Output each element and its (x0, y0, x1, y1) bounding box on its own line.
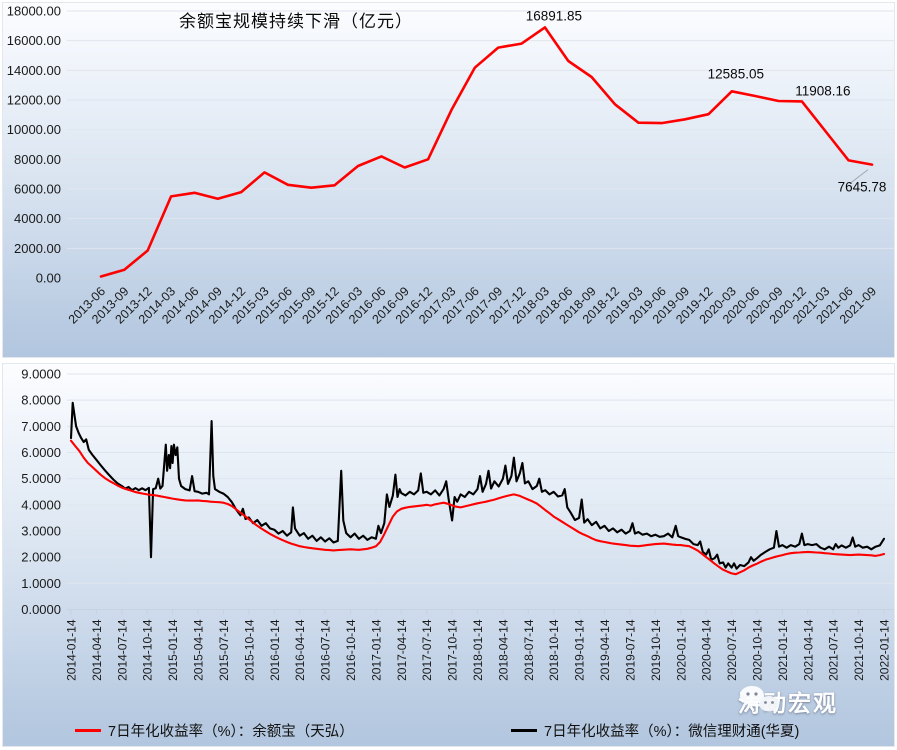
x-tick-label: 2017-01-14 (369, 619, 383, 681)
y-tick-label: 2.0000 (21, 550, 61, 565)
x-tick-label: 2017-04-14 (395, 619, 409, 681)
x-tick-label: 2019-04-14 (598, 619, 612, 681)
x-tick-label: 2022-01-14 (878, 619, 892, 681)
watermark: 涛动宏观 (738, 684, 838, 718)
y-tick-label: 8000.00 (14, 152, 61, 167)
yuebao-scale-line (99, 26, 874, 278)
x-tick-label: 2018-01-14 (471, 619, 485, 681)
yield-chart: 0.0000 1.0000 2.0000 3.0000 4.0000 5.0000 6.00… (21, 367, 894, 681)
y-tick-label: 14000.00 (7, 63, 61, 78)
y-tick-label: 16000.00 (7, 33, 61, 48)
data-label: 12585.05 (708, 66, 764, 81)
black-line-swatch (511, 729, 537, 732)
x-tick-label: 2020-10-14 (750, 619, 764, 681)
y-tick-label: 9.0000 (21, 367, 61, 382)
legend-label-yuebao: 7日年化收益率（%）：余额宝（天弘） (108, 724, 354, 740)
y-tick-label: 18000.00 (7, 4, 61, 19)
x-tick-label: 2016-04-14 (293, 619, 307, 681)
y-tick-label: 4000.00 (14, 211, 61, 226)
scale-chart: 0.00 2000.00 4000.00 6000.00 8000.00 10000.00… (7, 4, 894, 327)
x-tick-label: 2019-01-14 (573, 619, 587, 681)
scale-chart-panel: 0.00 2000.00 4000.00 6000.00 8000.00 10000.00… (2, 2, 895, 358)
y-tick-label: 1.0000 (21, 576, 61, 591)
x-tick-label: 2018-10-14 (547, 619, 561, 681)
x-tick-label: 2020-01-14 (674, 619, 688, 681)
data-label: 16891.85 (526, 8, 582, 23)
x-tick-label: 2019-10-14 (649, 619, 663, 681)
x-tick-label: 2014-01-14 (65, 619, 79, 681)
x-tick-label: 2015-01-14 (166, 619, 180, 681)
y-tick-label: 6.0000 (21, 445, 61, 460)
y-tick-label: 5.0000 (21, 471, 61, 486)
red-line-swatch (75, 729, 101, 732)
y-tick-label: 10000.00 (7, 122, 61, 137)
y-tick-label: 6000.00 (14, 182, 61, 197)
wechat-icon (740, 686, 779, 713)
y-tick-label: 8.0000 (21, 393, 61, 408)
x-tick-label: 2020-07-14 (725, 619, 739, 681)
x-tick-label: 2019-07-14 (623, 619, 637, 681)
data-label: 7645.78 (838, 180, 887, 195)
x-tick-label: 2014-10-14 (141, 619, 155, 681)
yield-chart-panel: 0.0000 1.0000 2.0000 3.0000 4.0000 5.0000 6.00… (2, 363, 895, 747)
x-tick-label: 2021-07-14 (827, 619, 841, 681)
x-tick-label: 2018-04-14 (496, 619, 510, 681)
annotation-leader-line (850, 169, 869, 183)
x-tick-label: 2016-10-14 (344, 619, 358, 681)
y-tick-label: 0.00 (36, 271, 61, 286)
x-tick-label: 2017-07-14 (420, 619, 434, 681)
x-tick-label: 2020-04-14 (700, 619, 714, 681)
x-tick-label: 2016-01-14 (268, 619, 282, 681)
legend-item-licaitong: 7日年化收益率（%）：微信理财通(华夏) (511, 720, 799, 741)
x-tick-label: 2021-04-14 (801, 619, 815, 681)
y-tick-label: 12000.00 (7, 93, 61, 108)
x-tick-label: 2018-07-14 (522, 619, 536, 681)
y-tick-label: 0.0000 (21, 602, 61, 617)
chart-title: 余额宝规模持续下滑（亿元） (179, 12, 413, 31)
x-tick-label: 2021-10-14 (852, 619, 866, 681)
y-tick-label: 2000.00 (14, 241, 61, 256)
x-tick-label: 2014-07-14 (115, 619, 129, 681)
x-tick-label: 2015-04-14 (192, 619, 206, 681)
licaitong-yield-line (69, 401, 886, 570)
y-tick-label: 7.0000 (21, 419, 61, 434)
legend: 7日年化收益率（%）：余额宝（天弘） 7日年化收益率（%）：微信理财通(华夏) (3, 720, 894, 744)
data-label: 11908.16 (795, 83, 850, 98)
yuebao-yield-line (69, 439, 886, 576)
x-tick-label: 2017-10-14 (446, 619, 460, 681)
y-tick-label: 3.0000 (21, 524, 61, 539)
x-tick-label: 2015-10-14 (242, 619, 256, 681)
legend-label-licaitong: 7日年化收益率（%）：微信理财通(华夏) (544, 724, 800, 740)
x-tick-label: 2014-04-14 (90, 619, 104, 681)
x-tick-label: 2015-07-14 (217, 619, 231, 681)
x-tick-label: 2016-07-14 (319, 619, 333, 681)
y-tick-label: 4.0000 (21, 497, 61, 512)
x-tick-label: 2021-01-14 (776, 619, 790, 681)
legend-item-yuebao: 7日年化收益率（%）：余额宝（天弘） (75, 720, 354, 741)
